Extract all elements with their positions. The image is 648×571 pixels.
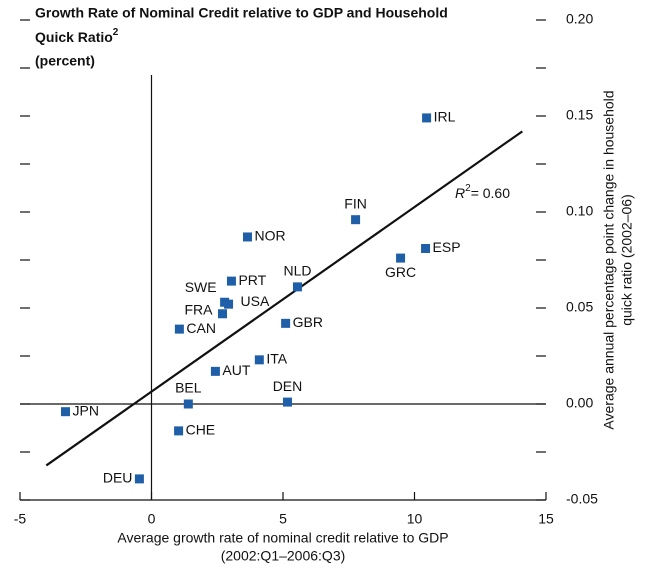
point-label: CHE xyxy=(186,422,216,438)
y-axis-label: quick ratio (2002–06) xyxy=(619,194,635,326)
point-label: ITA xyxy=(266,351,287,367)
point xyxy=(421,243,431,253)
point-label: USA xyxy=(241,293,270,309)
point xyxy=(422,113,432,123)
point-label: PRT xyxy=(238,272,266,288)
point xyxy=(242,232,252,242)
point xyxy=(224,299,234,309)
point-label: NLD xyxy=(283,263,311,279)
point xyxy=(210,366,220,376)
x-tick-label: 0 xyxy=(148,511,156,527)
point-label: JPN xyxy=(72,402,98,418)
point xyxy=(174,426,184,436)
point xyxy=(174,324,184,334)
point xyxy=(134,474,144,484)
chart-title: Quick Ratio xyxy=(35,29,113,45)
y-tick-label: 0.00 xyxy=(566,395,593,411)
point xyxy=(254,355,264,365)
annotation-sup: 2 xyxy=(465,183,471,194)
chart-subtitle: (percent) xyxy=(35,53,95,69)
point xyxy=(396,253,406,263)
chart-title: Quick Ratio2 xyxy=(35,27,119,45)
trend-line xyxy=(45,130,523,467)
point-label: ESP xyxy=(433,239,461,255)
point-label: GRC xyxy=(385,264,416,280)
point xyxy=(282,397,292,407)
annotation: R2= 0.60 xyxy=(455,183,510,201)
point-label: CAN xyxy=(186,320,216,336)
point xyxy=(226,276,236,286)
point xyxy=(292,282,302,292)
point-label: AUT xyxy=(222,362,250,378)
x-tick-label: 5 xyxy=(279,511,287,527)
point-label: IRL xyxy=(434,109,456,125)
y-tick-label: 0.20 xyxy=(566,11,593,27)
point xyxy=(60,407,70,417)
point-label: NOR xyxy=(254,228,285,244)
x-tick-label: -5 xyxy=(14,511,27,527)
point-label: DEN xyxy=(273,378,303,394)
x-tick-label: 10 xyxy=(407,511,423,527)
chart-title: Growth Rate of Nominal Credit relative t… xyxy=(35,5,448,21)
point-label: DEU xyxy=(103,470,133,486)
x-axis-label: (2002:Q1–2006:Q3) xyxy=(221,548,346,564)
point-label: BEL xyxy=(175,380,202,396)
point xyxy=(351,215,361,225)
annotation: = 0.60 xyxy=(471,185,511,201)
point-label: FRA xyxy=(185,301,214,317)
x-axis-label: Average growth rate of nominal credit re… xyxy=(117,530,448,546)
point-label: SWE xyxy=(185,279,217,295)
annotation: R xyxy=(455,185,465,201)
point xyxy=(183,399,193,409)
point xyxy=(218,309,228,319)
y-tick-label: -0.05 xyxy=(566,491,598,507)
chart-title-sup: 2 xyxy=(113,27,119,38)
point-label: FIN xyxy=(344,195,367,211)
y-tick-label: 0.10 xyxy=(566,203,593,219)
point-label: GBR xyxy=(293,314,323,330)
y-tick-label: 0.05 xyxy=(566,299,593,315)
y-tick-label: 0.15 xyxy=(566,107,593,123)
point xyxy=(281,318,291,328)
y-axis-label: Average annual percentage point change i… xyxy=(601,90,617,429)
x-tick-label: 15 xyxy=(538,511,554,527)
